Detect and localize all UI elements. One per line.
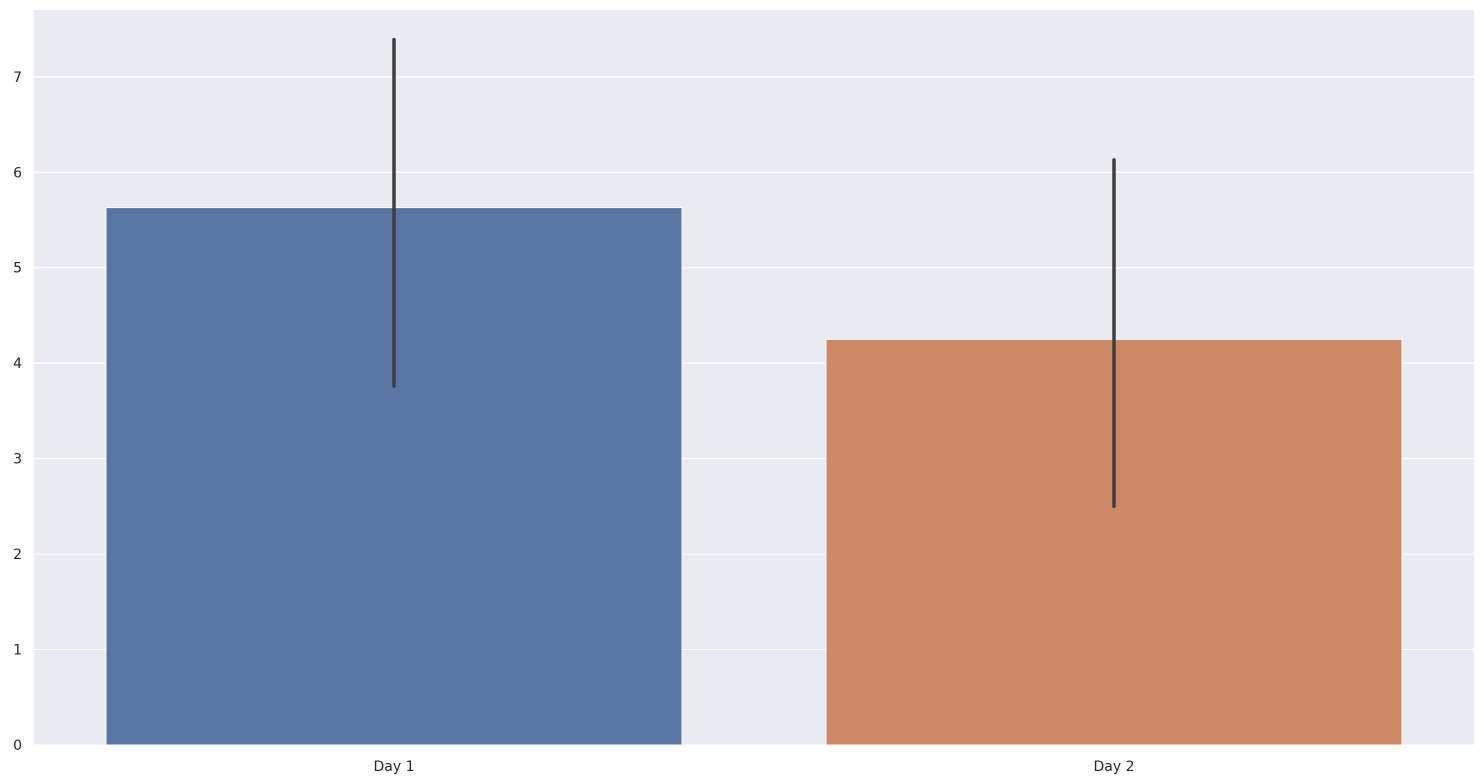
y-tick-label: 3 bbox=[13, 452, 22, 468]
x-tick-label: Day 2 bbox=[1093, 759, 1134, 775]
y-tick-label: 7 bbox=[13, 70, 22, 86]
y-tick-label: 0 bbox=[13, 738, 22, 754]
y-tick-label: 4 bbox=[13, 356, 22, 372]
error-bars bbox=[392, 37, 1116, 509]
y-tick-label: 6 bbox=[13, 165, 22, 181]
y-tick-label: 1 bbox=[13, 643, 22, 659]
x-axis-tick-labels: Day 1 Day 2 bbox=[373, 759, 1134, 775]
x-tick-label: Day 1 bbox=[373, 759, 414, 775]
y-tick-label: 2 bbox=[13, 547, 22, 563]
y-axis-tick-labels: 0 1 2 3 4 5 6 7 bbox=[13, 70, 22, 754]
y-tick-label: 5 bbox=[13, 261, 22, 277]
